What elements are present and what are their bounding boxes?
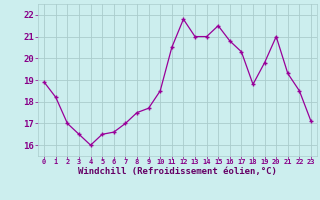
- X-axis label: Windchill (Refroidissement éolien,°C): Windchill (Refroidissement éolien,°C): [78, 167, 277, 176]
